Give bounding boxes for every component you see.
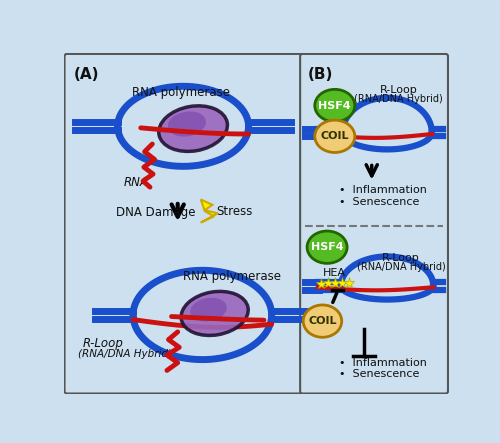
Ellipse shape (168, 112, 206, 136)
Text: COIL: COIL (308, 316, 336, 326)
Polygon shape (201, 199, 218, 222)
Text: Stress: Stress (216, 205, 252, 218)
Ellipse shape (159, 106, 228, 152)
Text: •  Senescence: • Senescence (340, 369, 420, 379)
Text: (RNA/DNA Hybrid): (RNA/DNA Hybrid) (354, 94, 443, 105)
Text: (RNA/DNA Hybrid): (RNA/DNA Hybrid) (356, 262, 446, 272)
Text: (A): (A) (74, 67, 100, 82)
Text: (B): (B) (308, 67, 333, 82)
Text: R-Loop: R-Loop (380, 85, 418, 95)
Ellipse shape (303, 305, 342, 337)
Text: •  Inflammation: • Inflammation (340, 358, 428, 368)
Ellipse shape (190, 298, 227, 321)
Text: COIL: COIL (320, 131, 349, 141)
Text: •  Inflammation: • Inflammation (340, 185, 428, 195)
Ellipse shape (315, 89, 355, 122)
FancyBboxPatch shape (300, 54, 448, 393)
Text: (RNA/DNA Hybrid): (RNA/DNA Hybrid) (78, 350, 172, 359)
Text: HEA: HEA (324, 268, 346, 278)
Text: HSF4: HSF4 (318, 101, 351, 110)
Ellipse shape (307, 231, 347, 264)
Text: R-Loop: R-Loop (382, 253, 420, 263)
Text: DNA Damage: DNA Damage (116, 206, 196, 219)
Text: RNA: RNA (124, 175, 148, 189)
Text: HSF4: HSF4 (311, 242, 344, 252)
Text: •  Senescence: • Senescence (340, 197, 420, 207)
Text: RNA polymerase: RNA polymerase (183, 270, 281, 284)
Text: R-Loop: R-Loop (83, 337, 124, 350)
FancyBboxPatch shape (64, 54, 302, 393)
Ellipse shape (315, 120, 355, 152)
Text: RNA polymerase: RNA polymerase (132, 85, 230, 98)
Ellipse shape (181, 291, 248, 335)
